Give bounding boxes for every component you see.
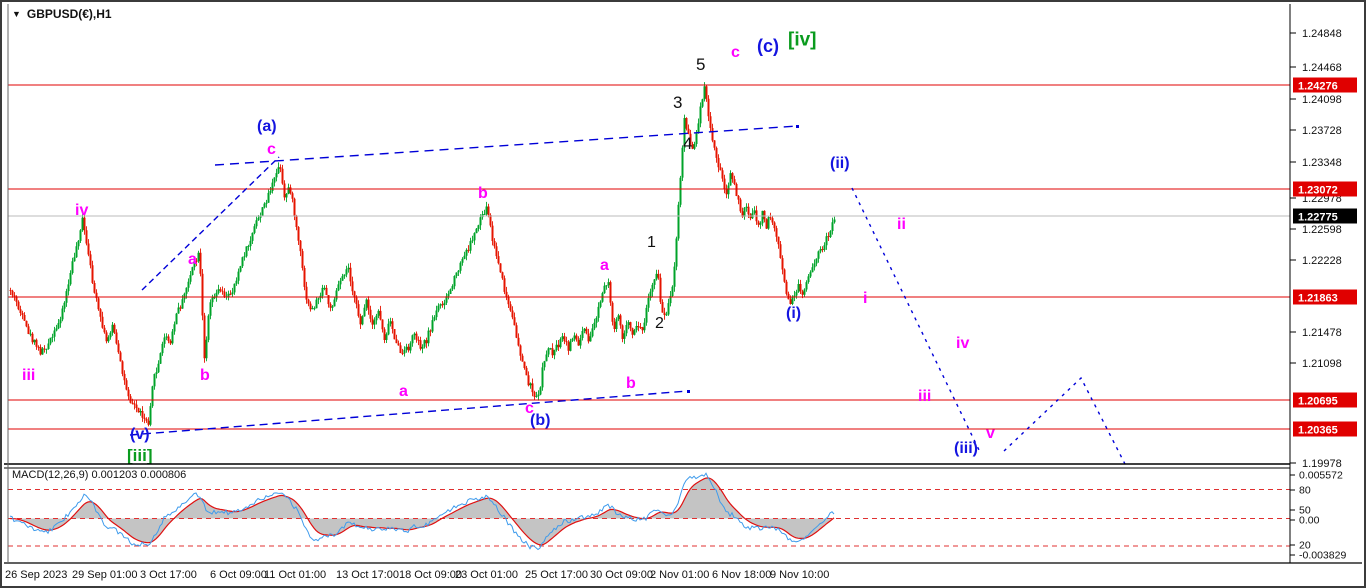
price-box-label: 1.24276 <box>1298 81 1338 93</box>
current-price-box <box>1293 208 1357 224</box>
price-box-label: 1.21863 <box>1298 293 1338 305</box>
time-axis-label[interactable]: 23 Oct 01:00 <box>455 569 518 581</box>
macd-histogram-area <box>10 477 834 545</box>
macd-scale-label: -0.003829 <box>1299 550 1346 562</box>
wave-label: ii <box>897 216 906 233</box>
wave-label: [iii] <box>127 446 153 465</box>
trendline-endpoint-dot <box>796 125 799 128</box>
projection-zigzag[interactable] <box>1003 376 1127 467</box>
wave-label: a <box>188 251 197 268</box>
price-tick-label: 1.22598 <box>1302 224 1342 236</box>
candle-bodies-up <box>29 86 836 425</box>
symbol-period-label: GBPUSD(€),H1 <box>26 7 112 21</box>
time-axis-label[interactable]: 11 Oct 01:00 <box>264 569 326 581</box>
dropdown-icon[interactable]: ▼ <box>12 9 21 19</box>
wave-label: [iv] <box>788 30 817 51</box>
wave-label: iii <box>22 367 35 384</box>
price-box-label: 1.20695 <box>1298 396 1338 408</box>
left-rising-line[interactable] <box>141 156 280 291</box>
projection-down[interactable] <box>851 187 980 451</box>
time-axis-label[interactable]: 18 Oct 09:00 <box>399 569 462 581</box>
upper-channel-line[interactable] <box>214 125 798 166</box>
wave-label: (c) <box>757 36 779 56</box>
lower-support-line[interactable] <box>129 390 689 436</box>
wave-label: iv <box>956 335 969 352</box>
price-tick-label: 1.23348 <box>1302 157 1342 169</box>
time-axis-label[interactable]: 3 Oct 17:00 <box>140 569 197 581</box>
time-axis-label[interactable]: 26 Sep 2023 <box>5 569 67 581</box>
wave-label: v <box>986 425 995 442</box>
wave-label: (ii) <box>830 155 850 172</box>
price-alert-box <box>1293 77 1357 93</box>
price-box-label: 1.22775 <box>1298 212 1338 224</box>
wave-label: iv <box>75 202 88 219</box>
wave-label: (a) <box>257 118 277 135</box>
wave-label: c <box>525 400 534 417</box>
time-axis-label[interactable]: 30 Oct 09:00 <box>590 569 653 581</box>
wave-label: 3 <box>673 93 682 112</box>
wave-label: c <box>267 141 276 158</box>
time-axis-label[interactable]: 6 Oct 09:00 <box>210 569 267 581</box>
candle-bodies-down <box>9 86 830 425</box>
price-tick-label: 1.24468 <box>1302 62 1342 74</box>
wave-label: 5 <box>696 55 705 74</box>
price-tick-label: 1.24098 <box>1302 94 1342 106</box>
wave-label: a <box>600 257 609 274</box>
macd-scale-label: 80 <box>1299 485 1311 497</box>
price-tick-label: 1.21098 <box>1302 358 1342 370</box>
wave-label: i <box>863 290 867 307</box>
price-box-label: 1.23072 <box>1298 185 1338 197</box>
macd-scale-label: 20 <box>1299 540 1311 552</box>
wave-label: iii <box>918 388 931 405</box>
price-tick-label: 1.24848 <box>1302 28 1342 40</box>
time-axis-label[interactable]: 9 Nov 10:00 <box>770 569 829 581</box>
macd-scale-label: 0.00 <box>1299 515 1320 527</box>
time-axis-label[interactable]: 6 Nov 18:00 <box>712 569 771 581</box>
price-tick-label: 1.21478 <box>1302 327 1342 339</box>
wave-label: (b) <box>530 412 550 429</box>
wave-label: b <box>478 185 488 202</box>
price-tick-label: 1.19978 <box>1302 458 1342 470</box>
price-box-label: 1.20365 <box>1298 425 1338 437</box>
candle-wicks-down <box>10 84 829 427</box>
time-axis-label[interactable]: 25 Oct 17:00 <box>525 569 588 581</box>
price-alert-box <box>1293 392 1357 408</box>
price-alert-box <box>1293 181 1357 197</box>
wave-label: (i) <box>786 305 801 322</box>
wave-label: 1 <box>647 234 656 251</box>
time-axis-label[interactable]: 29 Sep 01:00 <box>72 569 137 581</box>
wave-label: (iii) <box>954 440 978 457</box>
wave-label: b <box>200 367 210 384</box>
macd-scale-label: 50 <box>1299 505 1311 517</box>
macd-main-line <box>9 472 835 551</box>
time-axis-label[interactable]: 13 Oct 17:00 <box>336 569 399 581</box>
price-alert-box <box>1293 421 1357 437</box>
wave-label: c <box>731 44 740 61</box>
price-tick-label: 1.22228 <box>1302 255 1342 267</box>
wave-label: b <box>626 375 636 392</box>
trendline-endpoint-dot <box>687 390 690 393</box>
price-alert-box <box>1293 289 1357 305</box>
price-tick-label: 1.23728 <box>1302 125 1342 137</box>
wave-label: (v) <box>130 426 150 443</box>
time-axis-label[interactable]: 2 Nov 01:00 <box>650 569 709 581</box>
macd-scale-label: 0.005572 <box>1299 470 1343 482</box>
wave-label: a <box>399 383 408 400</box>
indicator-name-label: MACD(12,26,9) 0.001203 0.000806 <box>12 469 187 481</box>
candle-wicks-up <box>30 82 835 427</box>
symbol-title[interactable]: ▼ GBPUSD(€),H1 <box>12 7 112 21</box>
wave-label: 2 <box>655 315 664 332</box>
wave-label: 4 <box>683 134 692 153</box>
